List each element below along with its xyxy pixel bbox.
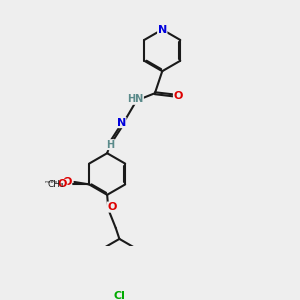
Text: O: O [58,179,67,189]
Text: O: O [62,177,72,187]
Text: N: N [117,118,126,128]
Text: HN: HN [127,94,143,104]
Text: Cl: Cl [113,292,125,300]
Text: CH₃: CH₃ [48,180,64,189]
Text: methoxy: methoxy [44,180,63,184]
Text: O: O [173,91,183,101]
Text: O: O [107,202,117,212]
Text: N: N [158,25,167,34]
Text: H: H [106,140,114,150]
